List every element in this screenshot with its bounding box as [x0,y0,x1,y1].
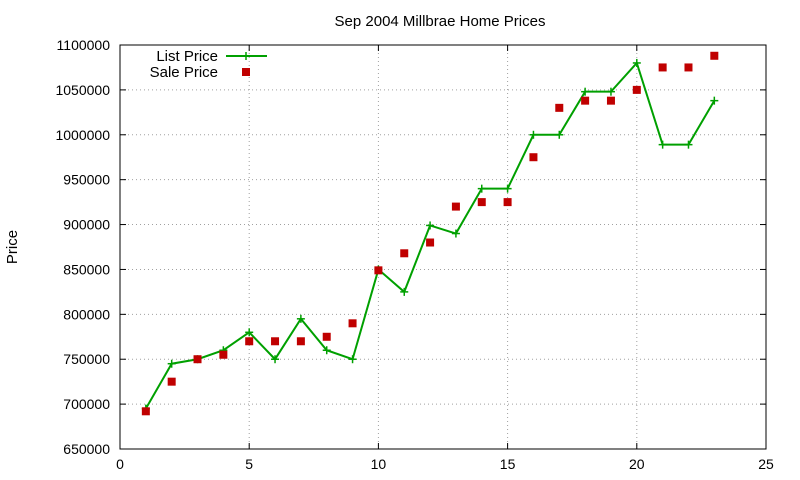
data-point [451,229,460,238]
data-point [296,337,305,346]
series-sale-price [141,51,719,416]
data-point [632,58,641,67]
data-point [684,140,693,149]
chart-title: Sep 2004 Millbrae Home Prices [335,13,546,30]
data-point [245,328,254,337]
x-tick-label: 5 [245,456,253,472]
data-point [503,184,512,193]
axis-ticks: 0 5 10 15 20 25 650000 700000 750000 800000 850000… [55,37,774,472]
data-point [322,346,331,355]
y-tick-label: 750000 [63,351,110,367]
y-tick-label: 950000 [63,172,110,188]
data-point [529,130,538,139]
data-point [684,63,693,72]
legend-marker [242,68,250,76]
data-point [477,184,486,193]
legend-entry: Sale Price [150,64,250,81]
grid [120,45,766,449]
x-tick-label: 25 [758,456,774,472]
data-point [167,359,176,368]
data-point [632,85,641,94]
data-point [710,96,719,105]
y-axis-label: Price [4,230,21,264]
series [141,51,719,416]
data-point [193,355,202,364]
data-point [477,198,486,207]
data-point [348,355,357,364]
data-point [658,140,667,149]
data-point [400,249,409,258]
data-point [167,377,176,386]
data-point [529,153,538,162]
legend-label: List Price [156,48,218,65]
data-point [245,337,254,346]
data-point [710,51,719,60]
y-tick-label: 850000 [63,261,110,277]
legend-entry: List Price [156,48,267,65]
y-tick-label: 1000000 [55,127,110,143]
data-point [348,319,357,328]
data-point [606,87,615,96]
data-point [555,130,564,139]
data-point [503,198,512,207]
y-tick-label: 650000 [63,441,110,457]
x-tick-label: 10 [371,456,387,472]
data-point [426,238,435,247]
data-point [271,337,280,346]
data-point [658,63,667,72]
data-point [296,314,305,323]
y-tick-label: 1050000 [55,82,110,98]
series-line [144,60,716,410]
data-point [141,407,150,416]
x-tick-label: 15 [500,456,516,472]
legend-marker [242,52,250,60]
data-point [271,355,280,364]
y-tick-label: 800000 [63,306,110,322]
data-point [555,103,564,112]
data-point [581,96,590,105]
data-point [219,350,228,359]
plot-frame [119,44,767,450]
y-tick-label: 700000 [63,396,110,412]
data-point [374,266,383,275]
legend-label: Sale Price [150,64,218,81]
data-point [400,287,409,296]
x-tick-label: 20 [629,456,645,472]
y-tick-label: 900000 [63,217,110,233]
data-point [322,332,331,341]
x-tick-label: 0 [116,456,124,472]
data-point [581,87,590,96]
y-tick-label: 1100000 [57,37,111,53]
data-point [451,202,460,211]
data-point [426,221,435,230]
data-point [606,96,615,105]
